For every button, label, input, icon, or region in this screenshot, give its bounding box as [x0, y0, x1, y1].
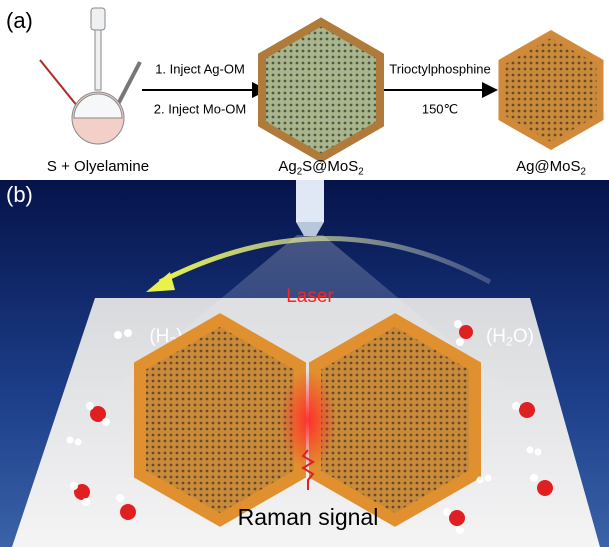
- hexagon-particle: [498, 29, 604, 151]
- hexagon-particle: [134, 313, 306, 527]
- molecule: [454, 320, 473, 346]
- sample-label: S + Olyelamine: [47, 158, 149, 175]
- hotspot: [280, 370, 336, 470]
- sample-label: Ag2S@MoS2: [278, 158, 363, 177]
- text-part: Ag: [278, 158, 296, 175]
- temperature-text: 150℃: [422, 101, 458, 116]
- text-part: (H: [486, 326, 506, 347]
- arrow-head: [146, 272, 175, 292]
- panel-label: (b): [6, 182, 33, 207]
- subscript: 2: [358, 166, 363, 177]
- hexagon-particle: [258, 17, 384, 163]
- text-part: O): [513, 326, 534, 347]
- subscript: 2: [580, 166, 585, 177]
- nozzle: [296, 180, 324, 222]
- h2o-label: (H2O): [486, 326, 534, 349]
- step-text: 2. Inject Mo-OM: [154, 101, 246, 116]
- molecules: [66, 402, 553, 534]
- subscript: 2: [506, 335, 513, 349]
- panel-label: (a): [6, 8, 33, 33]
- laser-label: Laser: [286, 286, 334, 307]
- hexagon-particle: [309, 313, 481, 527]
- nozzle-tip: [296, 222, 324, 236]
- text-part: Ag@MoS: [516, 158, 580, 175]
- reagent-text: Trioctylphosphine: [389, 61, 490, 76]
- panel-b: Laser (H2) (H2O) Raman signal (b): [0, 180, 609, 547]
- signal-wave: [301, 449, 315, 490]
- panel-a: (a) 1. Inject Ag-OM 2. Inject Mo-OM Trio…: [6, 7, 604, 177]
- sample-label: Ag@MoS2: [516, 158, 586, 177]
- arc-arrow: [158, 236, 492, 285]
- text-part: (H: [149, 326, 169, 347]
- subscript: 2: [297, 166, 302, 177]
- step-text: 1. Inject Ag-OM: [155, 61, 245, 76]
- flask: [39, 7, 142, 145]
- signal-label: Raman signal: [238, 504, 379, 530]
- molecule: [114, 329, 132, 339]
- text-part: S@MoS: [302, 158, 358, 175]
